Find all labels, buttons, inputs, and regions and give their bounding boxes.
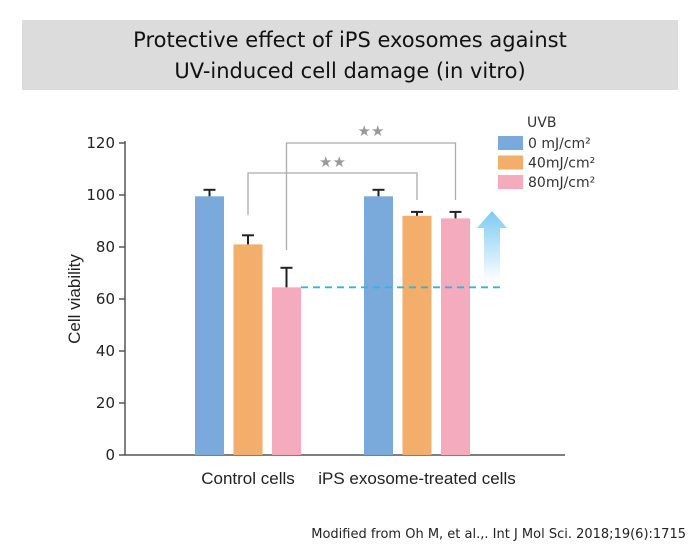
y-tick-label: 100 [86, 186, 115, 204]
bar [402, 215, 432, 455]
title-line-1: Protective effect of iPS exosomes agains… [133, 28, 567, 52]
chart-title: Protective effect of iPS exosomes agains… [22, 20, 678, 90]
legend-swatch [498, 136, 523, 150]
y-tick-label: 120 [86, 134, 115, 152]
y-axis-label: Cell viability [65, 254, 84, 344]
significance-bracket [285, 142, 457, 250]
y-tick-label: 0 [105, 446, 115, 464]
significance-stars: ★★ [319, 153, 346, 171]
bar [233, 244, 263, 455]
legend-title: UVB [527, 115, 556, 131]
legend-label: 0 mJ/cm² [528, 136, 591, 152]
significance-stars: ★★ [358, 122, 385, 140]
bar [441, 218, 470, 455]
bar [272, 287, 301, 455]
up-arrow-icon [477, 211, 507, 282]
bar [195, 196, 224, 456]
x-category-label: Control cells [201, 469, 295, 488]
legend-swatch [498, 175, 523, 189]
y-tick-label: 20 [96, 394, 115, 412]
x-category-label: iPS exosome-treated cells [318, 469, 515, 488]
y-tick-label: 40 [96, 342, 115, 360]
legend-swatch [498, 155, 523, 170]
credit-text: Modified from Oh M, et al.,. Int J Mol S… [311, 527, 686, 542]
title-line-2: UV-induced cell damage (in vitro) [174, 59, 526, 83]
y-tick-label: 60 [96, 290, 115, 308]
y-tick-label: 80 [96, 238, 115, 256]
bar [364, 196, 393, 456]
significance-bracket [247, 172, 418, 215]
legend-label: 40mJ/cm² [528, 156, 595, 172]
legend-label: 80mJ/cm² [528, 175, 595, 191]
